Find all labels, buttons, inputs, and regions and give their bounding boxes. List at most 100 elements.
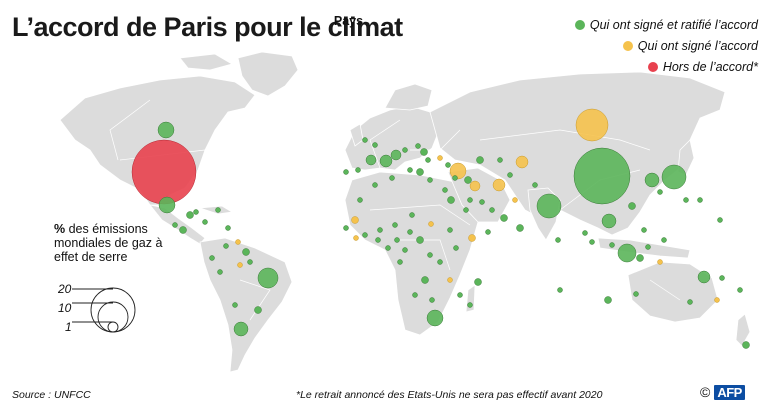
country-bubble <box>416 168 424 176</box>
country-bubble <box>641 227 647 233</box>
country-bubble <box>555 237 561 243</box>
country-bubble <box>257 267 279 289</box>
size-legend-text: des émissions mondiales de gaz à effet d… <box>54 222 163 264</box>
legend-swatch-ratified-icon <box>574 19 585 30</box>
country-bubble <box>247 259 253 265</box>
country-bubble <box>412 292 418 298</box>
country-bubble <box>426 309 444 327</box>
country-bubble <box>437 155 443 161</box>
country-bubble <box>428 221 434 227</box>
country-bubble <box>375 237 381 243</box>
page-title: L’accord de Paris pour le climat <box>12 12 403 42</box>
country-bubble <box>742 341 750 349</box>
country-bubble <box>442 187 448 193</box>
country-bubble <box>507 172 513 178</box>
country-bubble <box>357 197 363 203</box>
legend-label-outside: Hors de l’accord* <box>662 59 758 74</box>
country-bubble <box>645 244 651 250</box>
country-bubble <box>468 234 476 242</box>
country-bubble <box>573 147 631 205</box>
asia <box>429 71 726 236</box>
size-legend-circle-1 <box>107 321 119 333</box>
arctic-islands <box>179 53 234 71</box>
country-bubble <box>385 245 391 251</box>
country-bubble <box>232 302 238 308</box>
country-bubbles <box>131 108 750 349</box>
country-bubble <box>532 182 538 188</box>
country-bubble <box>420 148 428 156</box>
country-bubble <box>463 207 469 213</box>
country-bubble <box>536 193 562 219</box>
country-bubble <box>407 167 413 173</box>
legend-item-outside: Hors de l’accord* <box>575 56 758 77</box>
country-bubble <box>453 245 459 251</box>
country-bubble <box>425 157 431 163</box>
country-bubble <box>714 297 720 303</box>
country-bubble <box>209 255 215 261</box>
credit: © AFP <box>700 384 745 400</box>
country-bubble <box>193 209 199 215</box>
country-bubble <box>365 154 377 166</box>
country-bubble <box>179 226 187 234</box>
country-bubble <box>409 212 415 218</box>
country-bubble <box>223 243 229 249</box>
country-bubble <box>172 222 178 228</box>
country-bubble <box>437 259 443 265</box>
country-bubble <box>415 143 421 149</box>
country-bubble <box>237 262 243 268</box>
country-bubble <box>476 156 484 164</box>
size-legend-value-1: 1 <box>65 320 72 334</box>
country-bubble <box>464 176 472 184</box>
copyright-icon: © <box>700 384 711 400</box>
country-bubble <box>362 232 368 238</box>
country-bubble <box>557 287 563 293</box>
country-bubble <box>644 172 660 188</box>
country-bubble <box>389 175 395 181</box>
country-bubble <box>633 291 639 297</box>
footnote: *Le retrait annoncé des Etats-Unis ne se… <box>296 389 603 401</box>
legend-label-signed: Qui ont signé l’accord <box>637 38 758 53</box>
country-bubble <box>242 248 250 256</box>
scandinavia <box>384 83 433 111</box>
country-bubble <box>397 259 403 265</box>
country-bubble <box>515 155 529 169</box>
country-bubble <box>457 292 463 298</box>
country-bubble <box>447 277 453 283</box>
country-bubble <box>737 287 743 293</box>
country-bubble <box>582 230 588 236</box>
country-bubble <box>254 306 262 314</box>
size-legend-percent: % <box>54 222 66 236</box>
country-bubble <box>697 270 711 284</box>
country-bubble <box>157 121 175 139</box>
country-bubble <box>377 227 383 233</box>
country-bubble <box>131 139 197 205</box>
country-bubble <box>452 175 458 181</box>
country-bubble <box>158 196 176 214</box>
country-bubble <box>469 180 481 192</box>
country-bubble <box>661 164 687 190</box>
source-note: Source : UNFCC <box>12 389 91 401</box>
country-bubble <box>355 167 361 173</box>
country-bubble <box>657 189 663 195</box>
country-bubble <box>657 259 663 265</box>
country-bubble <box>512 197 518 203</box>
legend-header: Pays <box>333 14 364 28</box>
country-bubble <box>467 302 473 308</box>
size-legend: % des émissions mondiales de gaz à effet… <box>54 222 174 264</box>
country-bubble <box>479 199 485 205</box>
country-bubble <box>717 217 723 223</box>
country-bubble <box>449 162 467 180</box>
size-legend-value-10: 10 <box>58 301 72 315</box>
afp-logo: AFP <box>714 384 745 400</box>
country-bubble <box>217 269 223 275</box>
country-bubble <box>447 227 453 233</box>
country-bubble <box>362 137 368 143</box>
country-bubble <box>372 142 378 148</box>
country-bubble <box>500 214 508 222</box>
country-bubble <box>394 237 400 243</box>
country-bubble <box>215 207 221 213</box>
country-bubble <box>225 225 231 231</box>
country-bubble <box>186 211 194 219</box>
size-legend-circles <box>72 287 136 333</box>
country-bubble <box>474 278 482 286</box>
